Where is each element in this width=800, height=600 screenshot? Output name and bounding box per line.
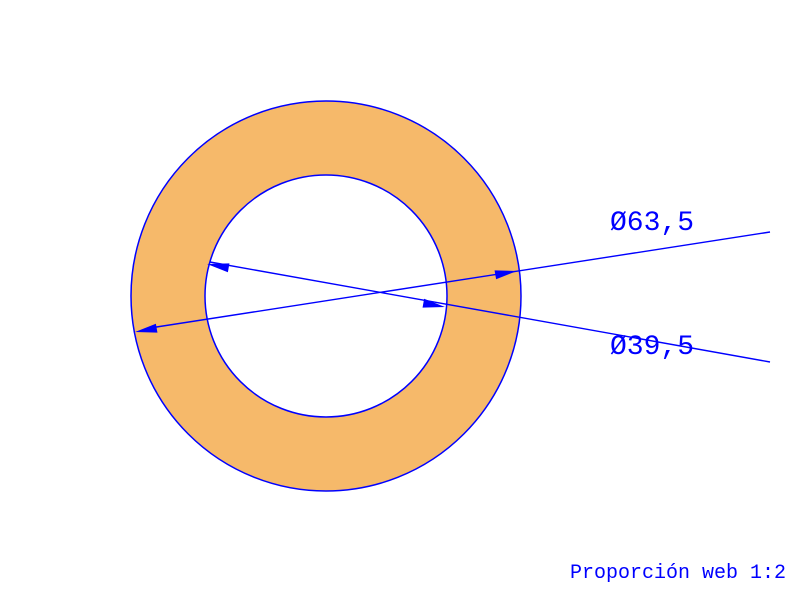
outer-diameter-label: Ø63,5 (610, 208, 694, 239)
inner-diameter-label: Ø39,5 (610, 332, 694, 363)
drawing-svg (0, 0, 800, 600)
drawing-canvas: Ø63,5 Ø39,5 Proporción web 1:2 (0, 0, 800, 600)
ring-shape (131, 101, 521, 491)
footer-text: Proporción web 1:2 (570, 562, 786, 585)
inner-dim-arrow-1 (207, 263, 229, 272)
